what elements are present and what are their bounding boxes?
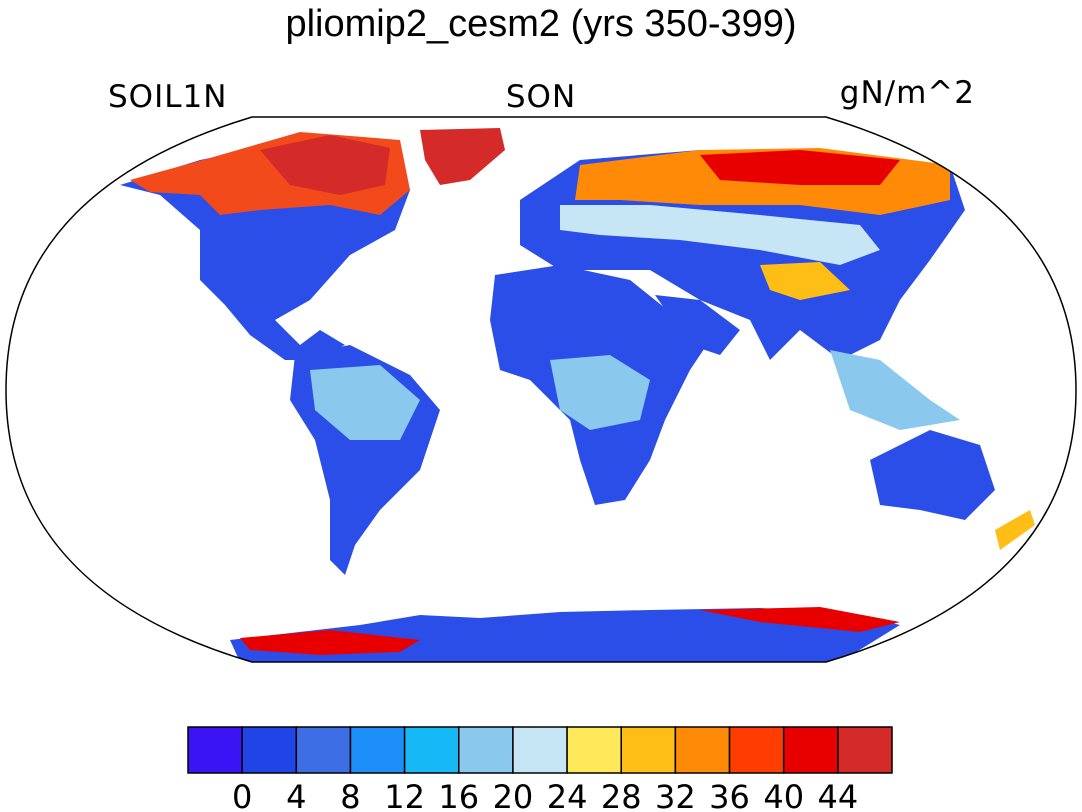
- colorbar-tick-label: 16: [438, 778, 479, 812]
- colorbar: [187, 726, 893, 774]
- globe-outline: [5, 116, 1077, 663]
- colorbar-swatch: [728, 726, 785, 774]
- colorbar-tick-label: 8: [340, 778, 360, 812]
- colorbar-tick-label: 4: [286, 778, 306, 812]
- units-label: gN/m^2: [840, 75, 975, 111]
- colorbar-swatch: [403, 726, 460, 774]
- colorbar-tick-label: 20: [493, 778, 534, 812]
- colorbar-tick-label: 40: [763, 778, 804, 812]
- greenland-land: [420, 128, 505, 185]
- colorbar-swatch: [458, 726, 514, 774]
- colorbar-swatch: [295, 726, 352, 774]
- colorbar-swatch: [782, 726, 839, 774]
- antarctica-east-field: [700, 607, 900, 632]
- antarctica-coast-field: [240, 630, 420, 655]
- variable-label: SOIL1N: [108, 79, 227, 115]
- colorbar-swatch: [187, 726, 243, 774]
- colorbar-swatch: [620, 726, 677, 774]
- map-globe: [5, 116, 1077, 663]
- australia-land: [870, 430, 995, 520]
- colorbar-swatch: [674, 726, 731, 774]
- central-africa-field: [550, 355, 650, 430]
- amazon-field: [310, 365, 420, 440]
- colorbar-tick-label: 36: [709, 778, 750, 812]
- central-asia-field: [560, 205, 880, 265]
- north-america-arctic-hot: [260, 135, 390, 195]
- new-zealand-land: [995, 510, 1035, 550]
- season-label: SON: [506, 79, 576, 115]
- colorbar-swatch: [349, 726, 406, 774]
- colorbar-tick-label: 44: [817, 778, 858, 812]
- map-title: pliomip2_cesm2 (yrs 350-399): [285, 3, 796, 45]
- colorbar-tick-label: 28: [601, 778, 642, 812]
- tibet-field: [760, 262, 850, 300]
- colorbar-swatch: [566, 726, 622, 774]
- arabia-land: [655, 295, 740, 355]
- colorbar-swatch: [837, 726, 893, 774]
- colorbar-tick-label: 32: [655, 778, 696, 812]
- colorbar-tick-label: 24: [547, 778, 588, 812]
- colorbar-swatch: [512, 726, 568, 774]
- southeast-asia-land: [830, 350, 960, 430]
- land-fields: [120, 128, 1035, 662]
- colorbar-tick-labels: 0 4 8 12 16 20 24 28 32 36 40 44: [232, 778, 858, 812]
- colorbar-swatch: [241, 726, 298, 774]
- siberia-hot-field: [700, 150, 900, 185]
- colorbar-tick-label: 12: [384, 778, 425, 812]
- colorbar-tick-label: 0: [232, 778, 252, 812]
